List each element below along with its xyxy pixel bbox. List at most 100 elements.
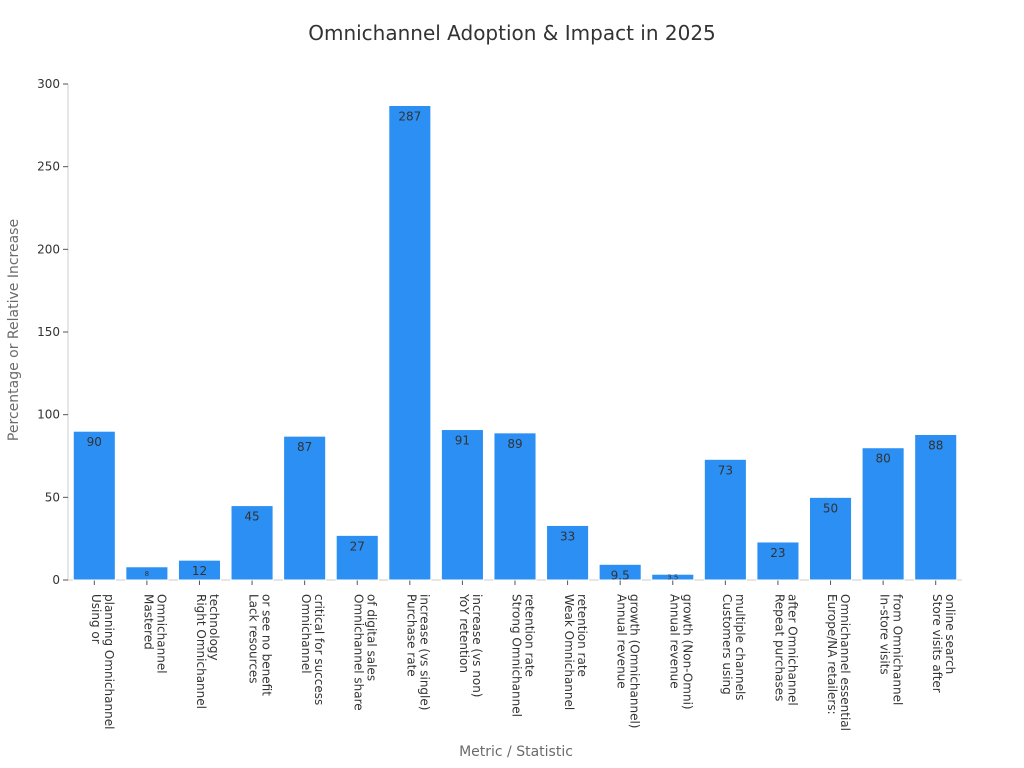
x-tick-label-line: Omnichannel share [352, 594, 366, 711]
bar [440, 429, 484, 581]
data-label: 12 [192, 564, 207, 578]
x-tick-label: Mastered Omnichannel [141, 594, 168, 674]
x-tick-label: Lack resources or see no benefit [247, 594, 274, 696]
data-label: 23 [770, 546, 785, 560]
x-tick-label-line: increase (vs non) [470, 594, 484, 697]
data-label: 33 [560, 529, 575, 543]
data-label: 90 [87, 435, 102, 449]
x-tick-label: Customers using multiple channels [720, 594, 747, 701]
x-tick-label: Strong Omnichannel retention rate [510, 594, 537, 717]
x-tick-label-line: Lack resources [247, 594, 261, 684]
y-tick-label: 250 [37, 160, 60, 174]
data-label: 73 [718, 463, 733, 477]
x-tick-label-line: increase (vs single) [417, 594, 431, 710]
bar [703, 458, 747, 581]
x-tick-label: Purchase rate increase (vs single) [404, 594, 431, 710]
x-tick-label-line: critical for success [312, 594, 326, 705]
x-tick-label-line: Right Omnichannel [194, 594, 208, 709]
x-axis: Using or planning Omnichannel Mastered Omni… [68, 579, 962, 731]
x-tick-label-line: multiple channels [733, 594, 747, 701]
x-tick-label-line: Omnichannel [154, 594, 168, 674]
bar [756, 541, 800, 581]
y-tick-label: 50 [45, 490, 60, 504]
x-tick-label-line: Strong Omnichannel [510, 594, 524, 717]
data-label: 80 [875, 452, 890, 466]
x-tick-label: Weak Omnichannel retention rate [562, 594, 589, 710]
x-tick-label-line: Annual revenue [667, 594, 681, 689]
bar [283, 435, 327, 581]
x-tick-label-line: or see no benefit [260, 594, 274, 696]
data-label: 87 [297, 440, 312, 454]
bar [914, 434, 958, 581]
x-tick-label: Right Omnichannel technology [194, 594, 221, 709]
data-labels-group: 90 8 12 45 87 27 287 91 89 33 9.5 3.5 73 23 50 80 88 [87, 109, 944, 582]
x-tick-label-line: Annual revenue [615, 594, 629, 689]
bar [546, 524, 590, 581]
x-tick-label-line: Repeat purchases [772, 594, 786, 701]
x-tick-label-line: retention rate [523, 594, 537, 677]
x-tick-label: Annual revenue growth (Non-Omni) [667, 594, 694, 710]
x-tick-label-line: Europe/NA retailers: [825, 594, 839, 715]
x-tick-label-line: online search [943, 594, 957, 674]
x-tick-label-line: YoY retention [457, 593, 471, 673]
y-tick-label: 0 [52, 573, 60, 587]
bar [651, 573, 695, 581]
bar [230, 505, 274, 581]
x-tick-label-line: Customers using [720, 594, 734, 695]
data-label: 89 [507, 437, 522, 451]
bar [125, 566, 169, 581]
bar [177, 559, 222, 581]
x-tick-label-line: of digital sales [365, 594, 379, 681]
data-label: 9.5 [611, 568, 630, 582]
y-tick-label: 300 [37, 77, 60, 91]
y-axis-label: Percentage or Relative Increase [6, 219, 22, 441]
x-tick-label-line: technology [207, 594, 221, 661]
bars-group [72, 104, 958, 581]
data-label: 3.5 [667, 574, 678, 582]
x-tick-label-line: growth (Omnichannel) [628, 594, 642, 729]
chart-title: Omnichannel Adoption & Impact in 2025 [308, 21, 716, 45]
data-label: 45 [244, 510, 259, 524]
x-tick-label-line: from Omnichannel [891, 594, 905, 705]
bar [72, 430, 116, 581]
bar [335, 534, 379, 581]
x-tick-label: Store visits after online search [930, 594, 957, 693]
y-axis: 0 50 100 150 200 250 300 [37, 77, 69, 587]
x-tick-label-line: retention rate [575, 594, 589, 677]
x-tick-label-line: Purchase rate [404, 594, 418, 677]
data-label: 50 [823, 501, 838, 515]
y-tick-label: 200 [37, 242, 60, 256]
x-tick-label: Annual revenue growth (Omnichannel) [615, 594, 642, 729]
x-tick-label-line: after Omnichannel [785, 594, 799, 706]
x-tick-label: Omnichannel share of digital sales [352, 594, 379, 711]
y-tick-label: 100 [37, 408, 60, 422]
data-label: 91 [455, 434, 470, 448]
data-label: 8 [145, 570, 149, 578]
x-tick-label: In-store visits from Omnichannel [878, 594, 905, 705]
y-tick-label: 150 [37, 325, 60, 339]
x-tick-label: Repeat purchases after Omnichannel [772, 594, 799, 706]
x-tick-label-line: growth (Non-Omni) [680, 594, 694, 710]
data-label: 287 [398, 109, 421, 123]
bar [598, 563, 642, 581]
x-tick-label-line: planning Omnichannel [102, 594, 116, 729]
x-tick-label-line: Weak Omnichannel [562, 594, 576, 710]
data-label: 27 [350, 539, 365, 553]
x-tick-label-line: Omnichannel essential [838, 594, 852, 731]
x-tick-label: YoY retention increase (vs non) [457, 593, 484, 697]
bar [808, 496, 853, 581]
bar [861, 447, 905, 581]
x-tick-label: Omnichannel critical for success [299, 594, 326, 705]
x-tick-label-line: Using or [89, 594, 103, 644]
x-tick-label-line: Store visits after [930, 594, 944, 693]
x-tick-label-line: In-store visits [878, 594, 892, 675]
x-tick-label-line: Mastered [141, 594, 155, 650]
x-axis-label: Metric / Statistic [459, 744, 573, 760]
x-tick-label: Using or planning Omnichannel [89, 594, 116, 729]
x-tick-label: Europe/NA retailers: Omnichannel essentia… [825, 594, 852, 731]
x-tick-label-line: Omnichannel [299, 594, 313, 674]
bar [388, 104, 432, 581]
data-label: 88 [928, 439, 943, 453]
bar [493, 432, 537, 581]
